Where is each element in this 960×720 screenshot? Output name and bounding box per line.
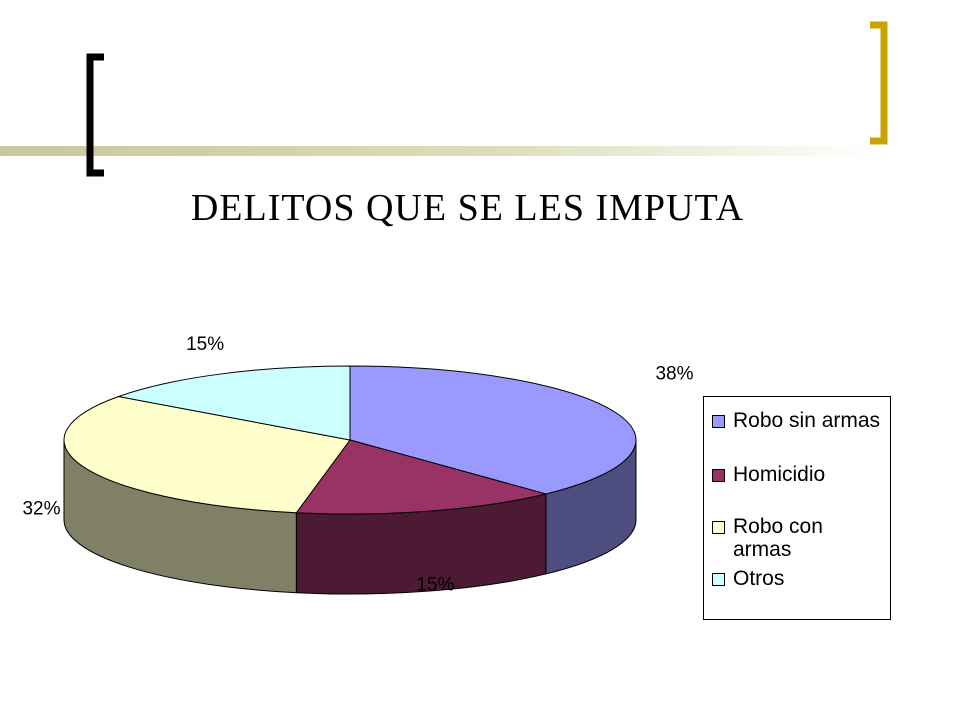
legend-label-robo-con-armas: Robo con armas [733,515,823,561]
legend-item-robo-sin-armas: Robo sin armas [712,409,893,432]
data-label-robo-sin-armas: 38% [655,363,693,384]
pie-slice-robo-sin-armas [349,365,637,495]
legend-label-robo-sin-armas: Robo sin armas [733,409,881,432]
legend-swatch-homicidio [712,469,725,482]
legend-item-robo-con-armas: Robo con armas [712,515,833,561]
data-label-robo-con-armas: 32% [22,499,60,520]
pie-chart: 38% 15% 32% 15% [22,334,693,595]
legend-label-homicidio: Homicidio [733,463,826,486]
data-label-otros: 15% [186,334,224,355]
pie-slice-homicidio [295,439,548,515]
left-bracket [86,53,104,177]
chart-legend: Robo sin armas Homicidio Robo con armas … [703,396,891,620]
legend-swatch-robo-con-armas [712,521,725,534]
decor-bar [0,146,880,156]
legend-swatch-robo-sin-armas [712,415,725,428]
data-label-homicidio: 15% [416,574,454,595]
legend-swatch-otros [712,573,725,586]
legend-label-otros: Otros [733,567,785,590]
legend-item-homicidio: Homicidio [712,463,893,486]
right-bracket [870,21,888,145]
chart-title: DELITOS QUE SE LES IMPUTA [190,187,745,229]
legend-item-otros: Otros [712,567,893,590]
pie-slice-robo-con-armas [63,395,351,514]
pie-slice-otros [116,365,351,441]
